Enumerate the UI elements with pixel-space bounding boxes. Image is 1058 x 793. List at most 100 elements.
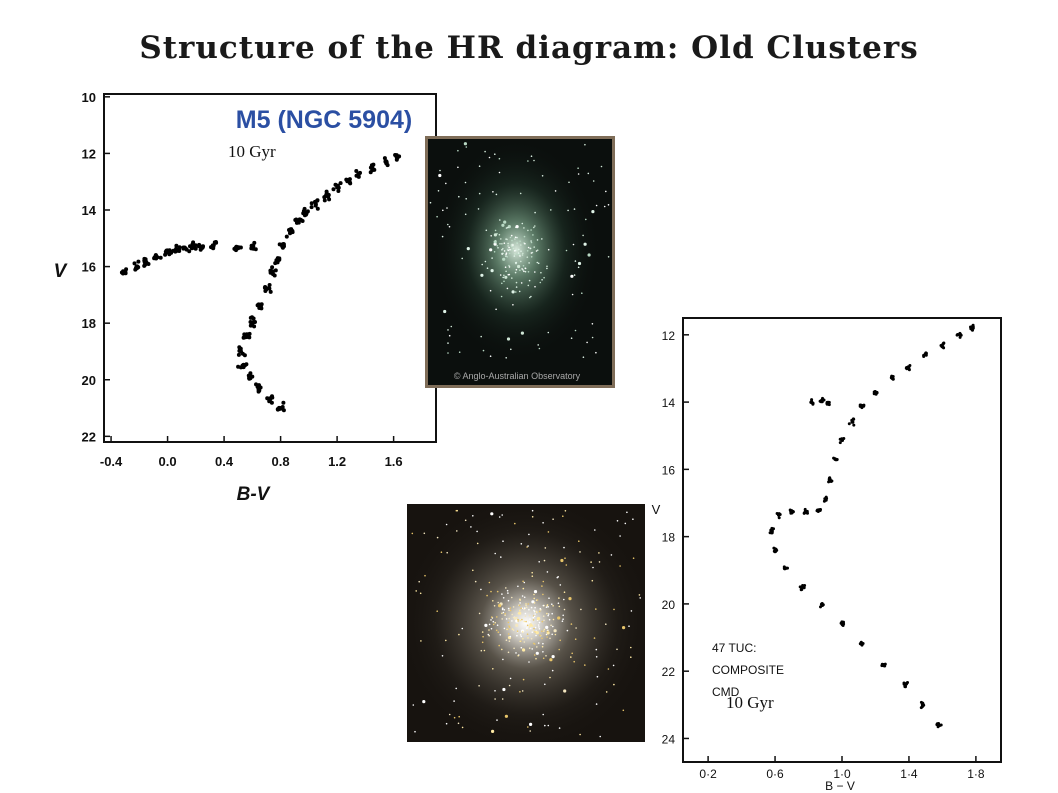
m5-data-point (136, 259, 141, 264)
m5-data-point (358, 170, 362, 175)
star (517, 585, 519, 588)
star (622, 709, 625, 712)
tuc-x-tick-label: 1·4 (900, 767, 918, 781)
star (527, 284, 530, 287)
star (464, 213, 467, 216)
tuc-data-point (902, 682, 906, 686)
m5-data-point (238, 347, 243, 352)
tuc-data-point (806, 511, 809, 515)
star (525, 606, 528, 609)
m5-data-point (132, 261, 137, 266)
star (616, 648, 618, 651)
star (457, 722, 460, 725)
star (504, 614, 506, 616)
star (502, 252, 504, 255)
star (515, 286, 518, 288)
star (493, 251, 496, 253)
star (577, 167, 579, 169)
star (481, 631, 484, 633)
star (518, 604, 521, 607)
tuc-data-point (851, 417, 855, 421)
star (545, 633, 548, 636)
star (549, 658, 553, 662)
star (501, 514, 503, 516)
star (543, 630, 545, 632)
star (520, 635, 523, 638)
star (522, 587, 525, 590)
m5-data-point (124, 267, 129, 272)
star (515, 268, 518, 271)
star (495, 308, 497, 311)
star (525, 603, 527, 605)
tuc-x-tick-label: 0·6 (766, 767, 784, 781)
star (582, 234, 584, 237)
star (540, 271, 542, 274)
star (507, 592, 509, 594)
star (541, 175, 544, 177)
star (613, 608, 615, 611)
m5-data-point (158, 255, 163, 260)
star (504, 714, 508, 718)
star (503, 280, 505, 283)
m5-data-point (214, 240, 219, 245)
star (422, 700, 426, 704)
star (490, 512, 494, 516)
star (414, 730, 416, 733)
star (542, 593, 544, 596)
star (522, 269, 524, 271)
star (461, 257, 463, 260)
m5-data-point (256, 303, 261, 308)
m5-data-point (270, 394, 274, 399)
star (436, 536, 439, 539)
star (534, 626, 537, 629)
star (528, 614, 531, 617)
star (590, 561, 592, 563)
star (511, 620, 513, 622)
star (423, 532, 426, 535)
star (502, 597, 505, 599)
star (586, 341, 588, 344)
star (534, 624, 536, 626)
m5-y-axis-label: V (54, 261, 68, 282)
star (565, 564, 568, 566)
tuc-data-point (939, 344, 943, 347)
star (521, 690, 524, 692)
star (478, 192, 481, 195)
star (577, 173, 580, 175)
star (478, 612, 481, 615)
m5-data-point (395, 154, 400, 159)
star (542, 657, 545, 660)
star (436, 215, 438, 218)
star (551, 655, 555, 659)
star (519, 619, 522, 622)
star (572, 243, 575, 246)
star (481, 641, 484, 644)
m5-data-point (236, 364, 241, 369)
tuc-data-point (862, 404, 866, 408)
star (544, 724, 546, 727)
tuc-data-point (801, 584, 805, 587)
star (513, 616, 517, 620)
star (486, 267, 489, 269)
tuc-data-point (937, 722, 940, 725)
star (501, 607, 504, 609)
star (628, 625, 630, 627)
m5-data-point (309, 201, 314, 206)
m5-x-tick-label: 0.8 (272, 454, 290, 469)
star (619, 535, 621, 537)
star (526, 629, 528, 632)
star (501, 243, 503, 245)
star (493, 605, 496, 607)
star (519, 269, 521, 271)
tuc-data-point (969, 325, 972, 329)
star (527, 545, 529, 547)
m5-data-point (263, 289, 268, 293)
star (507, 245, 509, 247)
star (526, 250, 529, 252)
m5-data-point (171, 248, 176, 253)
star (514, 236, 517, 239)
star (550, 209, 552, 211)
star (587, 253, 591, 257)
star (564, 510, 567, 512)
m5-x-axis-label: B-V (237, 484, 271, 505)
